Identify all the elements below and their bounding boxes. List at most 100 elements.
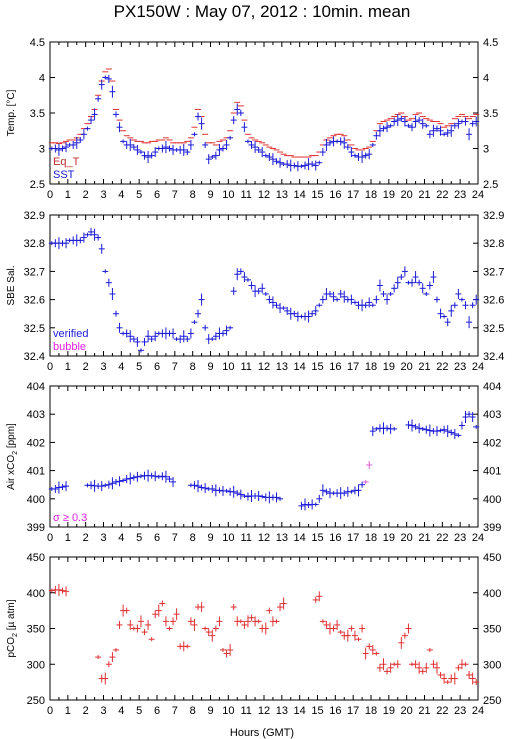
y-tick-label-right: 399 [483,522,501,534]
x-tick-label: 24 [472,705,484,717]
x-tick-label: 10 [222,705,234,717]
x-tick-label: 7 [172,705,178,717]
x-tick-label: 10 [222,189,234,201]
y-tick-label-right: 32.7 [483,266,504,278]
x-tick-label: 12 [258,705,270,717]
y-tick-label-right: 32.6 [483,295,504,307]
x-tick-label: 4 [118,189,124,201]
x-tick-label: 15 [311,532,323,544]
y-tick-label-left: 450 [27,552,45,564]
x-tick-label: 9 [207,705,213,717]
x-tick-label: 21 [418,705,430,717]
x-tick-label: 17 [347,361,359,373]
y-tick-label-right: 400 [483,588,501,600]
x-tick-label: 2 [83,361,89,373]
y-tick-label-right: 3.5 [483,108,498,120]
x-tick-label: 14 [294,361,306,373]
x-tick-label: 16 [329,189,341,201]
y-tick-label-right: 450 [483,552,501,564]
y-axis-label: Temp. [°C] [6,89,17,136]
x-tick-label: 9 [207,361,213,373]
x-tick-label: 6 [154,189,160,201]
x-tick-label: 6 [154,532,160,544]
y-tick-label-right: 300 [483,659,501,671]
y-tick-label-right: 250 [483,695,501,707]
y-tick-label-left: 402 [27,437,45,449]
x-tick-label: 2 [83,705,89,717]
y-tick-label-right: 32.9 [483,210,504,222]
x-tick-label: 4 [118,532,124,544]
panels: 2.5 2.53 33.5 3.54 44.5 4.50 1 2 3 4 5 6 7 8 9 10 11 12 13… [6,37,504,717]
x-axis-label: Hours (GMT) [230,727,294,739]
x-tick-label: 3 [100,361,106,373]
panel-temperature: 2.5 2.53 33.5 3.54 44.5 4.50 1 2 3 4 5 6 7 8 9 10 11 12 13… [6,37,498,201]
x-tick-label: 10 [222,361,234,373]
x-tick-label: 7 [172,189,178,201]
x-tick-label: 11 [240,532,251,544]
x-tick-label: 5 [136,705,142,717]
x-tick-label: 8 [190,705,196,717]
y-tick-label-left: 250 [27,695,45,707]
x-tick-label: 9 [207,189,213,201]
x-tick-label: 9 [207,532,213,544]
legend-entry: verified [53,328,88,340]
y-tick-label-right: 3 [483,144,489,156]
y-tick-label-right: 350 [483,624,501,636]
x-tick-label: 22 [436,189,448,201]
x-tick-label: 23 [454,189,466,201]
x-tick-label: 5 [136,532,142,544]
x-tick-label: 21 [418,361,430,373]
x-tick-label: 6 [154,361,160,373]
y-tick-label-left: 32.5 [24,323,45,335]
x-tick-label: 11 [240,705,251,717]
y-tick-label-left: 3 [39,144,45,156]
plot-frame [49,214,479,357]
x-tick-label: 0 [47,532,53,544]
x-tick-label: 1 [65,361,71,373]
x-tick-label: 19 [383,532,395,544]
x-tick-label: 11 [240,361,251,373]
x-tick-label: 10 [222,532,234,544]
y-tick-label-right: 32.8 [483,238,504,250]
x-tick-label: 14 [294,189,306,201]
x-tick-label: 19 [383,361,395,373]
series-pco2 [48,583,480,686]
y-tick-label-right: 404 [483,381,501,393]
x-tick-label: 14 [294,532,306,544]
y-tick-label-right: 4 [483,73,489,85]
y-axis-label: pCO2 [µ atm] [6,599,19,657]
y-tick-label-left: 401 [27,466,45,478]
x-tick-label: 3 [100,189,106,201]
y-tick-label-right: 401 [483,466,501,478]
y-axis-label: SBE Sal. [6,265,17,305]
y-tick-label-left: 2.5 [30,179,45,191]
x-tick-label: 0 [47,361,53,373]
x-tick-label: 8 [190,532,196,544]
y-tick-label-right: 32.4 [483,351,504,363]
x-tick-label: 7 [172,361,178,373]
legend-entry: SST [53,169,75,181]
x-tick-label: 0 [47,705,53,717]
x-tick-label: 12 [258,532,270,544]
x-tick-label: 19 [383,705,395,717]
x-tick-label: 24 [472,189,484,201]
x-tick-label: 8 [190,361,196,373]
y-tick-label-right: 2.5 [483,179,498,191]
x-tick-label: 21 [418,189,430,201]
x-tick-label: 24 [472,532,484,544]
x-tick-label: 13 [276,189,288,201]
x-tick-label: 17 [347,189,359,201]
x-tick-label: 6 [154,705,160,717]
x-tick-label: 2 [83,532,89,544]
x-tick-label: 20 [401,361,413,373]
y-tick-label-left: 350 [27,624,45,636]
x-tick-label: 1 [65,189,71,201]
x-tick-label: 3 [100,532,106,544]
y-axis-label: Air xCO2 [ppm] [6,423,19,490]
x-tick-label: 15 [311,705,323,717]
x-tick-label: 16 [329,532,341,544]
y-tick-label-left: 300 [27,659,45,671]
x-tick-label: 20 [401,532,413,544]
